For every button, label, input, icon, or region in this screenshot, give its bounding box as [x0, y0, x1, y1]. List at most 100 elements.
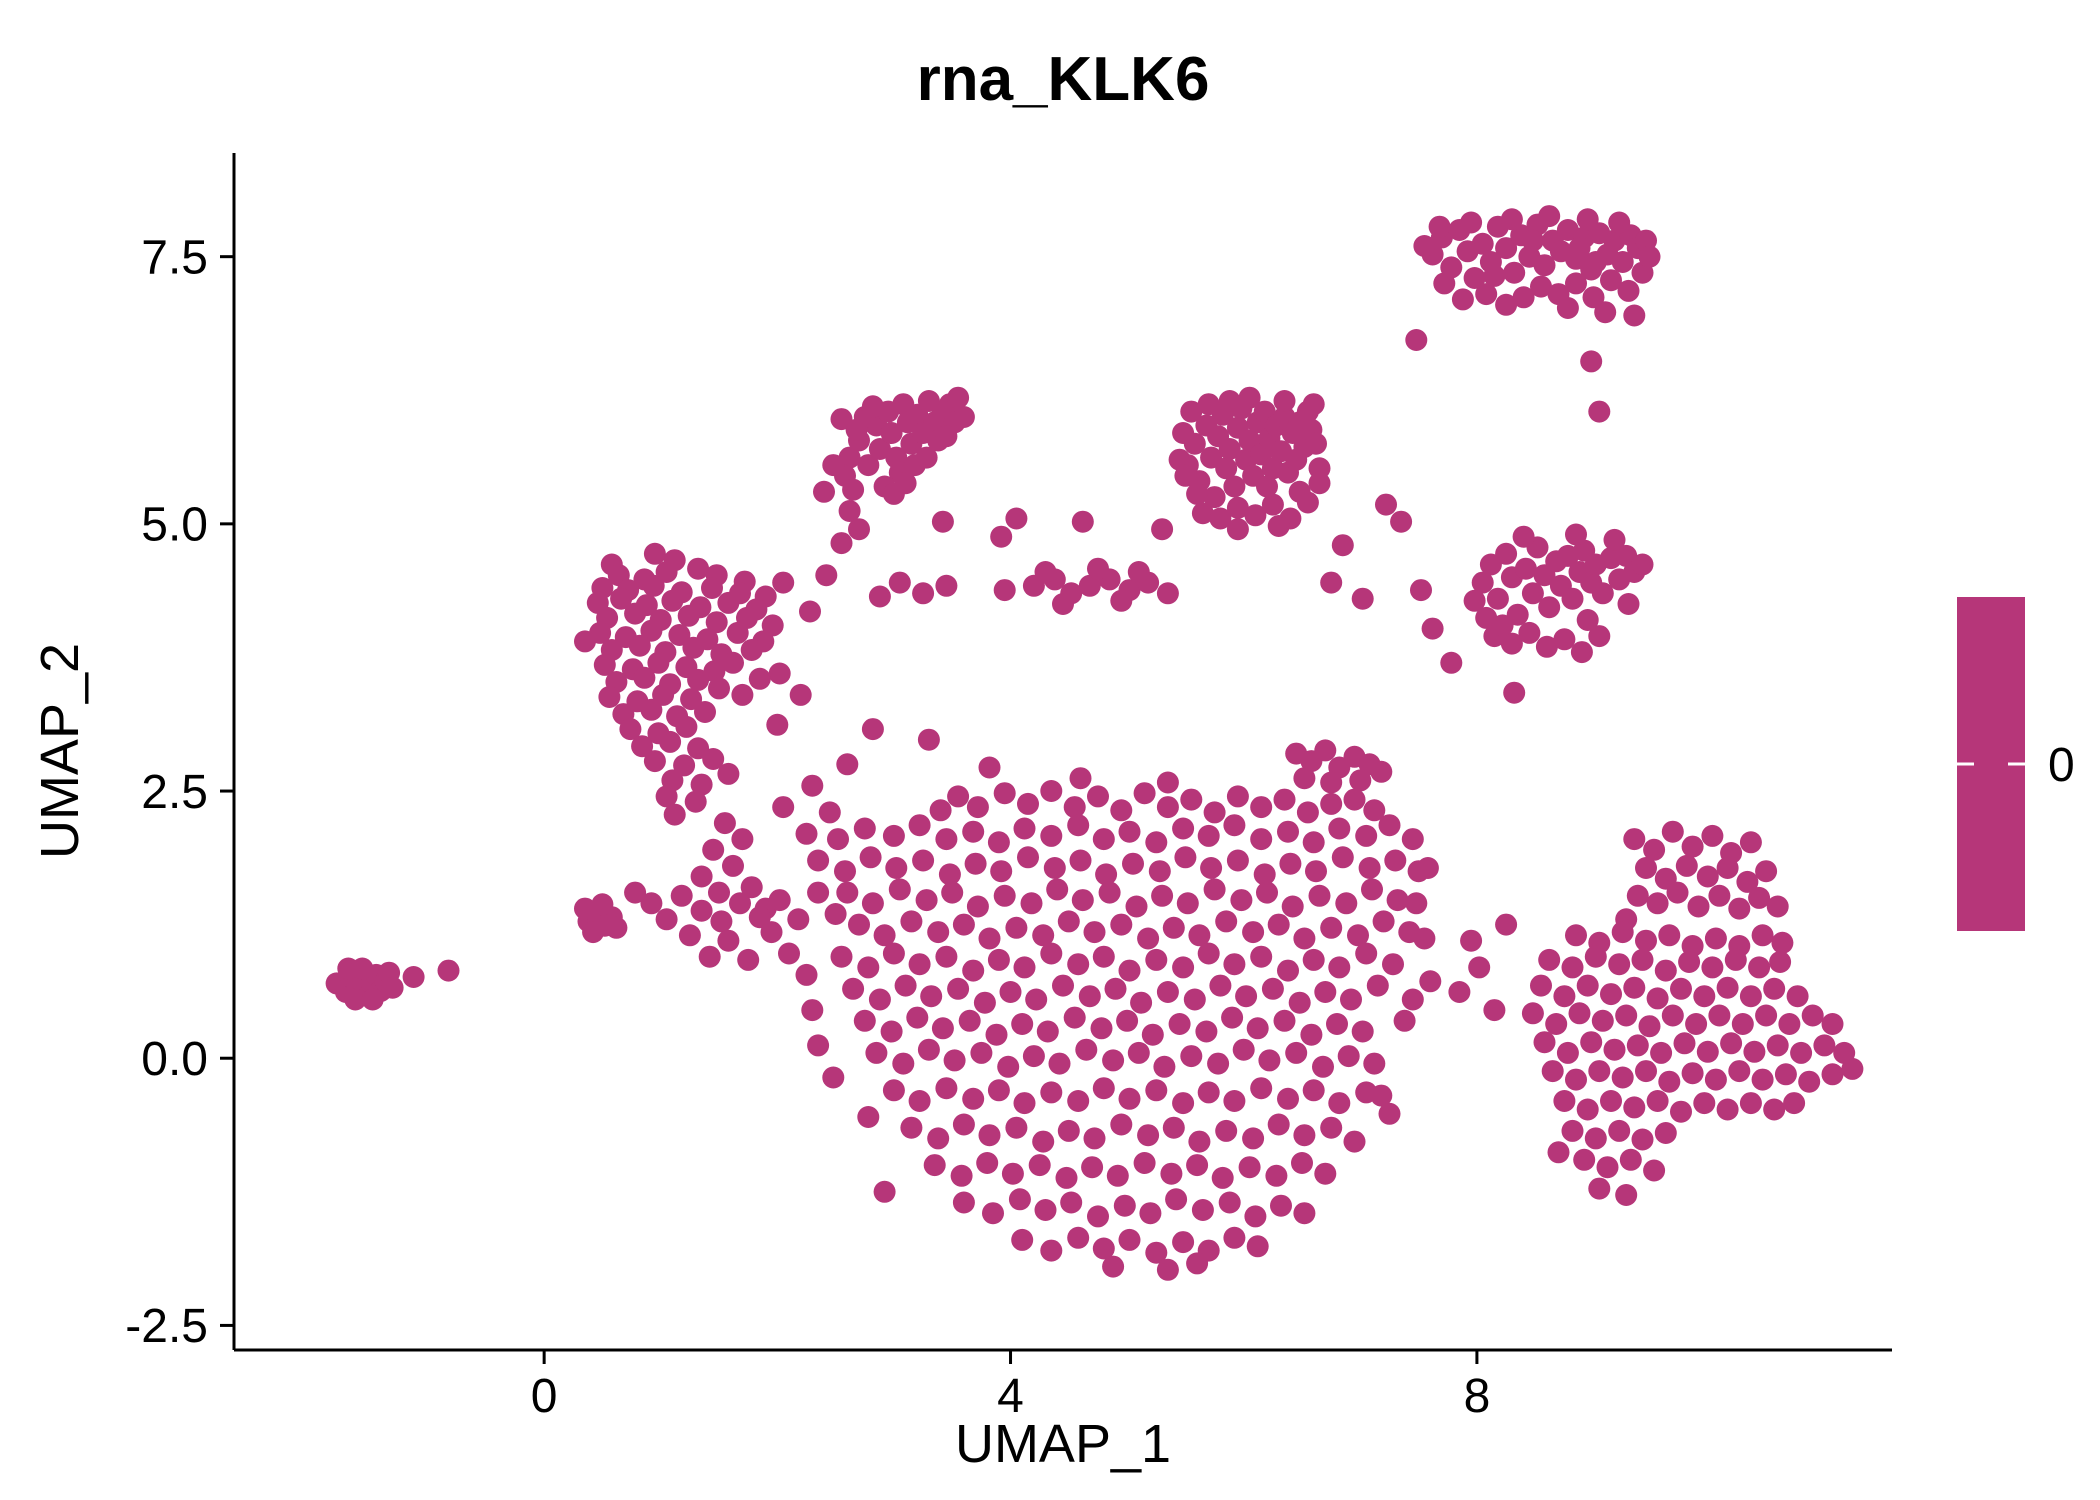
data-point	[1670, 977, 1692, 1000]
data-point	[1565, 1068, 1587, 1091]
data-point	[1191, 1199, 1214, 1221]
data-point	[1798, 1070, 1821, 1093]
data-point	[1215, 457, 1238, 480]
data-point	[1384, 849, 1407, 872]
data-point	[1267, 1113, 1290, 1136]
data-point	[1358, 857, 1381, 879]
data-point	[1658, 924, 1681, 947]
data-point	[1582, 286, 1605, 309]
data-point	[1591, 582, 1614, 605]
data-point	[1052, 593, 1074, 615]
data-point	[1638, 245, 1661, 268]
data-point	[1617, 279, 1640, 302]
data-point	[822, 1066, 845, 1089]
data-point	[1580, 350, 1603, 373]
data-point	[952, 1113, 975, 1136]
data-point	[619, 718, 642, 741]
data-point	[1331, 534, 1354, 557]
data-point	[1118, 1087, 1141, 1110]
data-point	[1584, 1127, 1607, 1150]
data-point	[1203, 486, 1226, 509]
data-point	[1141, 1023, 1164, 1046]
data-point	[1343, 788, 1366, 811]
data-point	[1293, 927, 1316, 950]
data-point	[1218, 1191, 1241, 1214]
data-point	[900, 1116, 923, 1139]
data-point	[1281, 895, 1304, 918]
data-point	[830, 532, 853, 555]
data-point	[1615, 1004, 1638, 1027]
data-point	[964, 852, 987, 875]
data-point	[1696, 865, 1719, 888]
data-point	[1623, 1096, 1646, 1119]
data-point	[962, 959, 985, 982]
data-point	[1052, 974, 1074, 997]
data-point	[1521, 229, 1544, 252]
data-point	[1285, 1041, 1308, 1064]
data-point	[1244, 504, 1267, 527]
data-point	[1232, 1038, 1255, 1061]
data-point	[978, 1124, 1001, 1147]
data-point	[705, 611, 728, 634]
data-point	[1518, 621, 1541, 644]
data-point	[1696, 1040, 1719, 1063]
y-tick-label: 0.0	[141, 1033, 208, 1086]
data-point	[906, 1006, 929, 1029]
data-point	[1611, 921, 1634, 944]
data-point	[1573, 1148, 1596, 1171]
data-point	[1270, 1194, 1292, 1217]
data-point	[1180, 400, 1203, 423]
data-point	[1681, 835, 1704, 858]
data-point	[1363, 799, 1386, 822]
data-point	[1748, 886, 1771, 909]
data-point	[976, 1152, 999, 1174]
data-point	[1790, 1041, 1813, 1064]
y-tick-label: 2.5	[141, 766, 208, 819]
data-point	[848, 913, 870, 936]
data-point	[722, 651, 744, 674]
data-point	[731, 683, 754, 706]
data-point	[1739, 1092, 1762, 1115]
data-point	[1110, 1113, 1133, 1136]
data-point	[912, 849, 935, 872]
data-point	[1104, 977, 1127, 1000]
data-point	[1413, 927, 1436, 950]
x-axis-title: UMAP_1	[955, 1414, 1171, 1474]
data-point	[1106, 1164, 1129, 1187]
data-point	[1005, 1116, 1028, 1139]
data-point	[1314, 1162, 1337, 1185]
data-point	[1521, 582, 1544, 605]
data-point	[1335, 892, 1358, 915]
data-point	[1156, 771, 1179, 794]
data-point	[894, 472, 917, 495]
data-point	[760, 921, 783, 944]
data-point	[1069, 767, 1092, 790]
data-point	[768, 662, 791, 685]
data-point	[927, 921, 950, 944]
data-point	[1405, 892, 1428, 915]
data-point	[935, 945, 958, 968]
data-point	[1495, 913, 1518, 936]
data-point	[1127, 1041, 1150, 1064]
data-point	[1603, 1038, 1626, 1061]
data-point	[1180, 1045, 1203, 1068]
data-point	[1512, 286, 1535, 309]
legend-tick-label: 0	[2048, 739, 2075, 792]
data-point	[1238, 386, 1261, 409]
data-point	[1314, 981, 1337, 1003]
data-point	[1098, 881, 1121, 904]
data-point	[1565, 272, 1587, 295]
data-point	[1576, 208, 1599, 231]
data-point	[1090, 1017, 1113, 1040]
data-point	[772, 571, 795, 594]
data-point	[1110, 799, 1133, 822]
data-point	[1568, 1002, 1591, 1025]
data-point	[640, 892, 663, 915]
data-point	[1293, 767, 1316, 790]
data-point	[337, 957, 360, 980]
data-point	[1475, 606, 1498, 629]
y-tick-label: 7.5	[141, 231, 208, 284]
data-point	[1635, 1060, 1657, 1083]
data-point	[690, 865, 713, 888]
